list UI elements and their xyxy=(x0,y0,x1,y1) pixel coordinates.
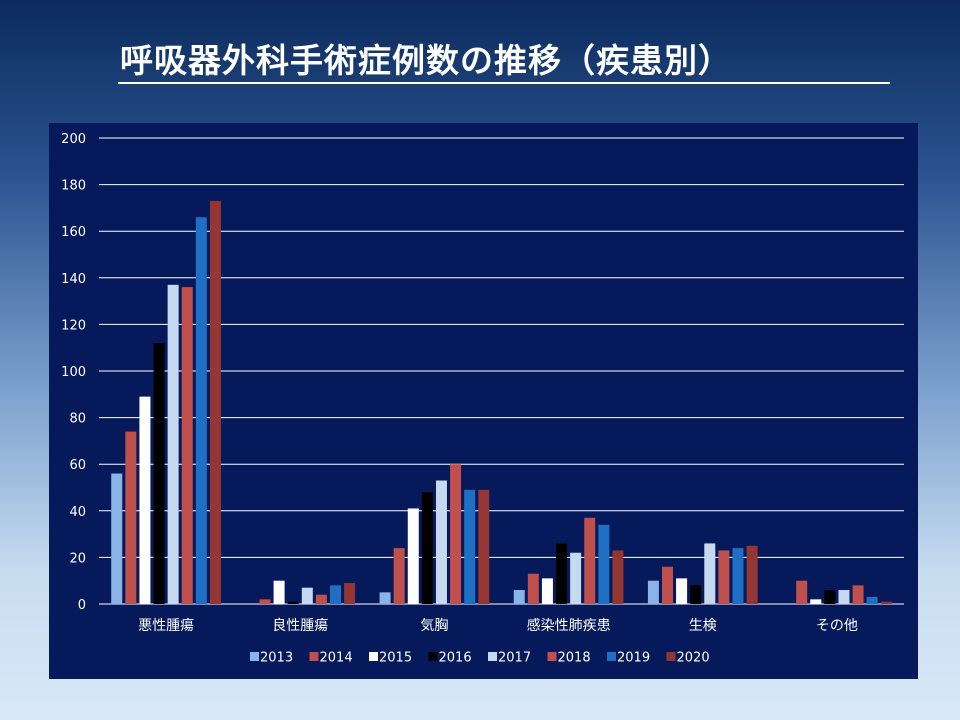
bar-2020 xyxy=(612,550,624,604)
bar-2013 xyxy=(513,590,525,604)
y-tick-label: 140 xyxy=(61,272,86,287)
bar-2017 xyxy=(570,552,582,604)
legend-label: 2015 xyxy=(379,651,412,666)
bar-2018 xyxy=(718,550,730,604)
bar-2016 xyxy=(824,590,836,604)
bar-2017 xyxy=(167,284,179,604)
bar-2020 xyxy=(746,545,758,604)
legend-label: 2020 xyxy=(677,651,710,666)
bar-2014 xyxy=(796,580,808,604)
legend-label: 2016 xyxy=(439,651,472,666)
bar-2017 xyxy=(435,480,447,604)
x-tick-label: 良性腫瘍 xyxy=(272,617,328,634)
x-tick-label: その他 xyxy=(816,618,858,634)
bar-2016 xyxy=(287,601,299,604)
bars xyxy=(111,200,892,604)
x-tick-label: 気胸 xyxy=(420,618,448,634)
x-tick-label: 生検 xyxy=(689,618,717,634)
gridlines xyxy=(99,137,904,605)
bar-2019 xyxy=(330,585,341,604)
bar-2018 xyxy=(450,464,462,604)
legend-swatch xyxy=(666,652,676,661)
bar-2015 xyxy=(273,580,285,604)
legend-swatch xyxy=(309,652,319,661)
x-axis-ticks: 悪性腫瘍 良性腫瘍 気胸 感染性肺疾患 生検 その他 xyxy=(138,617,858,634)
bar-2016 xyxy=(421,492,433,604)
bar-2019 xyxy=(598,524,610,604)
bar-2020 xyxy=(209,200,221,604)
bar-2020 xyxy=(344,583,356,604)
bar-2018 xyxy=(315,594,327,604)
y-tick-label: 40 xyxy=(69,505,86,520)
legend-label: 2013 xyxy=(260,651,293,666)
bar-2015 xyxy=(676,578,688,604)
legend: 2013 2014 2015 2016 2017 2018 2019 2020 xyxy=(250,651,710,666)
y-tick-label: 0 xyxy=(78,598,86,613)
y-tick-label: 80 xyxy=(69,412,86,427)
title-underline xyxy=(118,82,890,84)
legend-swatch xyxy=(369,652,378,661)
slide-title: 呼吸器外科手術症例数の推移（疾患別） xyxy=(120,41,732,80)
x-tick-label: 悪性腫瘍 xyxy=(138,617,194,634)
bar-2019 xyxy=(866,597,878,604)
bar-chart: 0 20 40 60 80 100 120 140 160 180 200 悪性腫瘍 良性腫瘍 気胸 感染… xyxy=(61,132,904,666)
bar-2018 xyxy=(181,287,193,604)
y-tick-label: 160 xyxy=(61,225,86,240)
bar-2017 xyxy=(838,590,850,604)
legend-swatch xyxy=(488,652,497,661)
bar-2015 xyxy=(810,599,822,604)
bar-2016 xyxy=(556,543,568,604)
chart-panel: 0 20 40 60 80 100 120 140 160 180 200 悪性腫瘍 良性腫瘍 気胸 感染… xyxy=(49,123,918,679)
bar-2018 xyxy=(852,585,864,604)
bar-2018 xyxy=(584,517,596,604)
bar-2019 xyxy=(464,489,476,604)
legend-label: 2019 xyxy=(617,651,650,666)
y-tick-label: 180 xyxy=(61,179,86,194)
legend-swatch xyxy=(428,652,438,661)
bar-2016 xyxy=(153,343,165,604)
bar-2013 xyxy=(379,592,391,604)
y-tick-label: 60 xyxy=(69,458,86,473)
bar-2019 xyxy=(195,217,207,604)
bar-2020 xyxy=(478,489,490,604)
y-tick-label: 120 xyxy=(61,318,86,333)
bar-2019 xyxy=(732,548,744,604)
legend-swatch xyxy=(250,652,259,661)
bar-2013 xyxy=(111,473,123,604)
legend-label: 2014 xyxy=(320,651,353,666)
bar-2014 xyxy=(527,573,539,604)
bar-2014 xyxy=(125,431,137,604)
bar-2014 xyxy=(393,548,405,604)
bar-2014 xyxy=(662,566,673,604)
bar-2014 xyxy=(259,599,271,604)
bar-2017 xyxy=(704,543,716,604)
bar-2020 xyxy=(880,601,892,604)
bar-2015 xyxy=(407,508,419,604)
legend-label: 2018 xyxy=(558,651,591,666)
legend-label: 2017 xyxy=(498,651,531,666)
y-axis-ticks: 0 20 40 60 80 100 120 140 160 180 200 xyxy=(61,132,86,613)
bar-2015 xyxy=(541,578,553,604)
x-tick-label: 感染性肺疾患 xyxy=(527,617,611,634)
legend-swatch xyxy=(547,652,557,661)
y-tick-label: 100 xyxy=(61,365,86,380)
bar-2017 xyxy=(301,587,313,604)
y-tick-label: 200 xyxy=(61,132,86,147)
bar-2016 xyxy=(690,585,702,604)
bar-2015 xyxy=(139,396,151,604)
legend-swatch xyxy=(607,652,616,661)
bar-2013 xyxy=(647,580,659,604)
y-tick-label: 20 xyxy=(69,551,86,566)
